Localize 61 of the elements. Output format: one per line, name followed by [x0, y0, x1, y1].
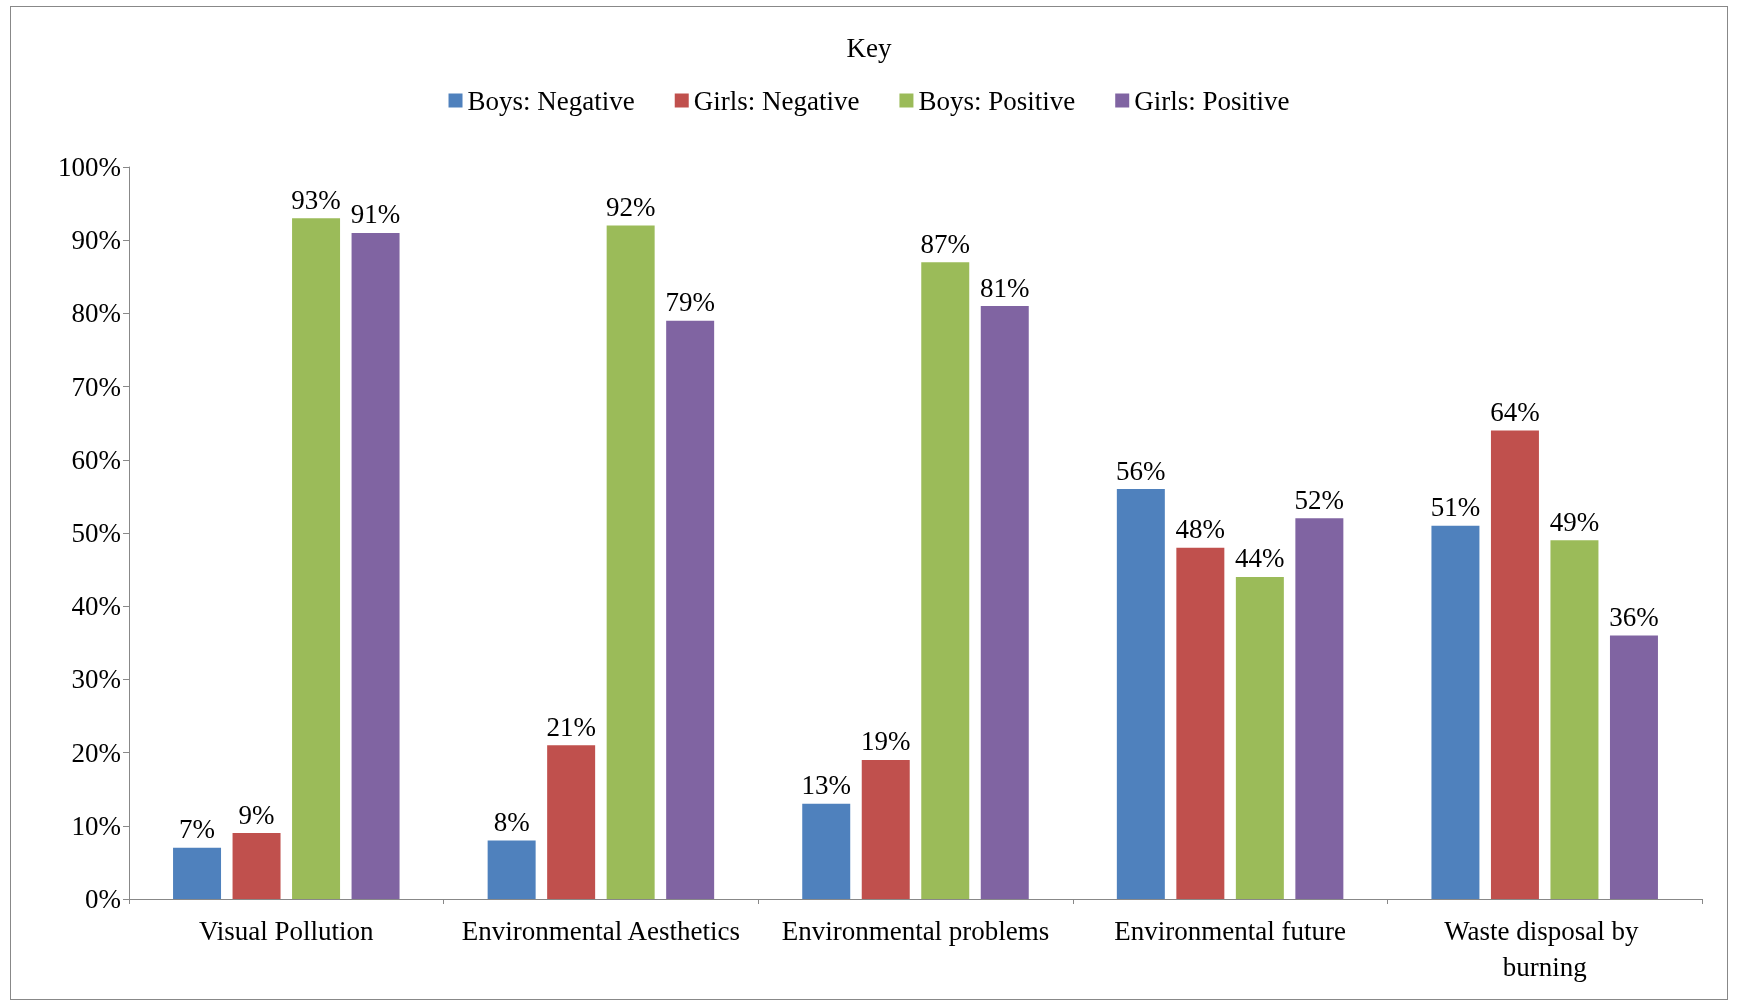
y-tick-label: 20%: [71, 737, 121, 768]
data-label: 48%: [1175, 514, 1226, 545]
x-tick-label: Environmental problems: [781, 916, 1050, 946]
data-label: 36%: [1609, 601, 1659, 632]
data-label: 9%: [238, 799, 275, 830]
y-tick-label: 80%: [71, 298, 121, 329]
legend-label: Girls: Negative: [693, 85, 860, 116]
data-label: 93%: [291, 184, 341, 215]
y-tick-label: 10%: [71, 810, 121, 841]
data-label: 91%: [350, 199, 401, 230]
bar: [921, 262, 970, 899]
legend-label: Boys: Positive: [918, 85, 1076, 116]
data-label: 52%: [1294, 484, 1345, 515]
bar: [1235, 576, 1284, 899]
bar: [292, 218, 341, 899]
y-tick-label: 70%: [71, 371, 121, 402]
bar: [351, 232, 400, 899]
data-label: 79%: [665, 287, 715, 318]
data-label: 13%: [801, 770, 851, 801]
bar: [861, 759, 910, 899]
y-tick-label: 90%: [71, 225, 121, 256]
x-tick-label: Visual Pollution: [198, 916, 375, 946]
data-label: 64%: [1490, 397, 1540, 428]
bar: [666, 320, 715, 899]
bar: [173, 847, 222, 899]
legend-title: Key: [846, 32, 892, 63]
data-label: 7%: [179, 814, 216, 845]
x-tick-label: Environmental Aesthetics: [461, 916, 740, 946]
bar: [1609, 635, 1658, 899]
data-label: 87%: [920, 228, 970, 259]
y-tick-label: 40%: [71, 591, 121, 622]
bar: [1550, 540, 1599, 899]
bar: [487, 840, 536, 899]
data-label: 92%: [605, 192, 656, 223]
data-label: 81%: [980, 272, 1030, 303]
bar: [980, 306, 1029, 899]
y-tick-label: 30%: [71, 664, 121, 695]
bar: [547, 745, 596, 899]
bar: [802, 803, 851, 899]
bar: [1116, 489, 1165, 899]
data-label: 44%: [1235, 543, 1285, 574]
x-tick-label: Environmental future: [1114, 916, 1346, 946]
bar: [1295, 518, 1344, 899]
bar: [606, 225, 655, 899]
data-label: 49%: [1549, 506, 1600, 537]
x-tick-label: Waste disposal by burning: [1444, 916, 1646, 982]
y-tick-label: 50%: [71, 518, 121, 548]
legend-label: Boys: Negative: [467, 85, 635, 116]
legend-label: Girls: Positive: [1134, 85, 1290, 116]
bar: [232, 833, 281, 899]
y-tick-label: 0%: [85, 884, 121, 914]
bar: [1490, 430, 1539, 899]
y-tick-label: 60%: [71, 444, 121, 475]
data-label: 21%: [546, 711, 596, 742]
data-label: 8%: [493, 806, 530, 837]
bar: [1431, 525, 1480, 899]
data-label: 51%: [1430, 492, 1481, 523]
y-tick-label: 100%: [58, 152, 121, 182]
data-label: 56%: [1116, 455, 1166, 486]
bar: [1176, 547, 1225, 899]
data-label: 19%: [861, 726, 911, 757]
